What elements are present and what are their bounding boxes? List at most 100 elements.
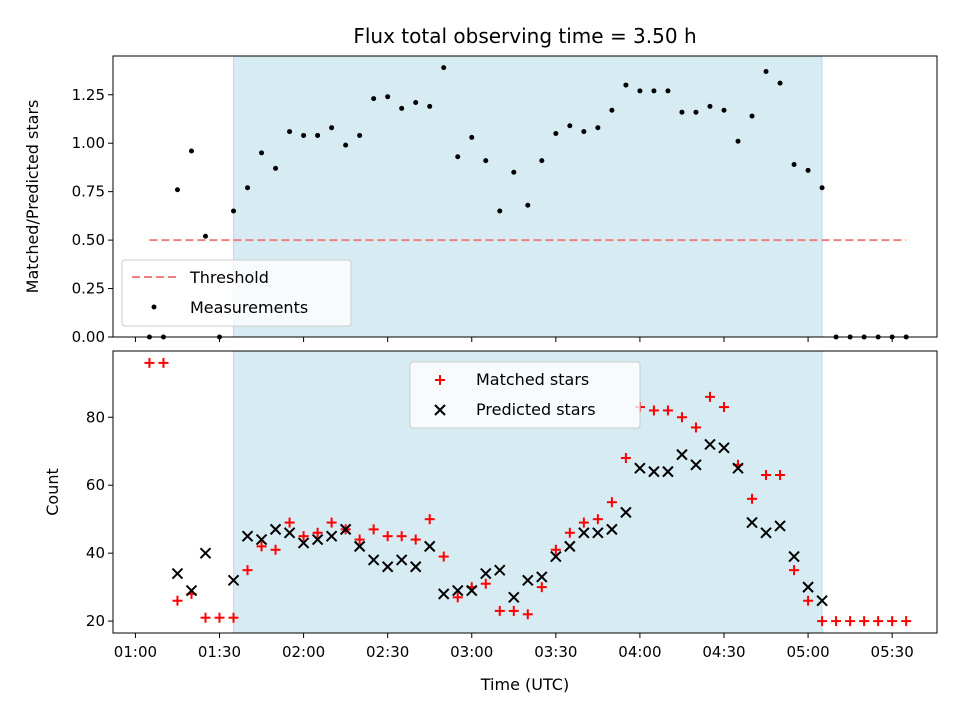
predicted-star-point (816, 595, 828, 607)
measurement-point (231, 208, 237, 214)
matched-star-point (859, 616, 870, 627)
predicted-star-point (662, 465, 674, 478)
predicted-star-point (409, 561, 422, 573)
top-y-axis-label: Matched/Predicted stars (23, 100, 42, 294)
bottom-y-tick-label: 20 (86, 612, 105, 630)
bottom-legend: Matched stars Predicted stars (409, 361, 641, 429)
matched-star-point (690, 422, 701, 433)
predicted-star-point (620, 506, 632, 519)
measurement-point (539, 158, 545, 164)
x-axis-label: Time (UTC) (480, 675, 569, 694)
predicted-star-point (550, 550, 562, 563)
predicted-star-point (704, 438, 716, 451)
matched-star-point (662, 405, 673, 416)
predicted-star-point (676, 448, 688, 461)
legend-measurements-label: Measurements (190, 298, 308, 317)
measurement-point (315, 132, 321, 138)
top-y-tick-label: 1.00 (72, 134, 105, 152)
measurement-point (819, 185, 825, 191)
measurement-point (735, 138, 741, 144)
predicted-star-point (718, 442, 730, 454)
measurement-point (188, 148, 194, 154)
measurement-point (651, 88, 657, 94)
matched-star-point (298, 531, 309, 542)
measurement-point (595, 125, 601, 131)
predicted-star-point (199, 547, 212, 559)
measurement-point (399, 105, 405, 111)
predicted-star-point (424, 540, 436, 553)
matched-star-point (718, 402, 729, 413)
measurement-point (357, 132, 363, 138)
measurement-point (202, 233, 208, 239)
predicted-star-point (241, 530, 254, 542)
measurement-point (287, 129, 293, 135)
measurement-point (581, 129, 587, 135)
top-y-tick-label: 0.25 (72, 280, 105, 298)
matched-star-point (845, 616, 856, 627)
matched-star-point (620, 453, 631, 464)
predicted-star-point (466, 584, 478, 597)
top-y-tick-label: 1.25 (72, 86, 105, 104)
legend-threshold-label: Threshold (189, 268, 269, 287)
matched-star-point (424, 514, 435, 525)
measurement-point (763, 69, 769, 75)
bottom-x-ticks: 01:00 01:30 02:00 02:30 03:00 03:30 04:00 04:30… (114, 633, 914, 661)
predicted-star-point (480, 567, 492, 580)
matched-star-point (606, 497, 617, 508)
bottom-axes-frame (112, 350, 938, 634)
predicted-star-point (283, 527, 296, 539)
legend-matched-label: Matched stars (476, 370, 589, 389)
legend-cross-glyph (434, 404, 446, 416)
matched-star-point (887, 616, 898, 627)
predicted-star-point (578, 527, 590, 539)
matched-star-point (312, 527, 323, 538)
predicted-star-point (522, 574, 534, 587)
predicted-star-point (227, 574, 240, 587)
predicted-star-point (381, 561, 394, 573)
matched-star-point (256, 541, 267, 552)
measurement-point (777, 80, 783, 86)
x-tick-label: 01:00 (114, 643, 157, 661)
matched-star-point (382, 531, 393, 542)
measurement-point (567, 123, 573, 129)
matched-star-point (761, 470, 772, 481)
matched-star-point (452, 592, 463, 603)
chart-title: Flux total observing time = 3.50 h (353, 24, 696, 48)
x-tick-label: 05:00 (786, 643, 829, 661)
legend-predicted-marker (434, 404, 446, 416)
predicted-star-point (648, 465, 660, 478)
measurement-point (455, 154, 461, 160)
matched-star-point (789, 565, 800, 576)
predicted-star-point (690, 459, 702, 471)
matched-star-point (270, 544, 281, 555)
measurement-point (441, 65, 447, 71)
matched-star-point (592, 514, 603, 525)
measurement-point (371, 96, 377, 102)
measurement-point (329, 125, 335, 131)
matched-star-point (214, 612, 225, 623)
matched-star-point (242, 565, 253, 576)
top-x-ticks (134, 337, 893, 342)
predicted-star-point (802, 581, 814, 593)
matched-star-point (172, 595, 183, 606)
measurement-point (791, 162, 797, 168)
top-y-tick-label: 0.50 (72, 231, 105, 249)
predicted-star-point (255, 533, 268, 546)
measurement-point (693, 109, 699, 115)
predicted-star-point (269, 523, 282, 536)
bottom-legend-box (409, 361, 641, 429)
matched-star-point (831, 616, 842, 627)
x-tick-label: 03:00 (450, 643, 493, 661)
measurement-point (553, 131, 559, 137)
predicted-star-point (788, 550, 800, 563)
matched-star-point (901, 616, 912, 627)
measurement-point (749, 113, 755, 119)
predicted-star-point (564, 540, 576, 553)
matched-star-point (396, 531, 407, 542)
predicted-star-point (732, 462, 744, 474)
predicted-star-point (452, 584, 464, 597)
matched-star-point (144, 357, 155, 368)
matched-star-point (438, 551, 449, 562)
top-axes-frame (112, 55, 938, 338)
